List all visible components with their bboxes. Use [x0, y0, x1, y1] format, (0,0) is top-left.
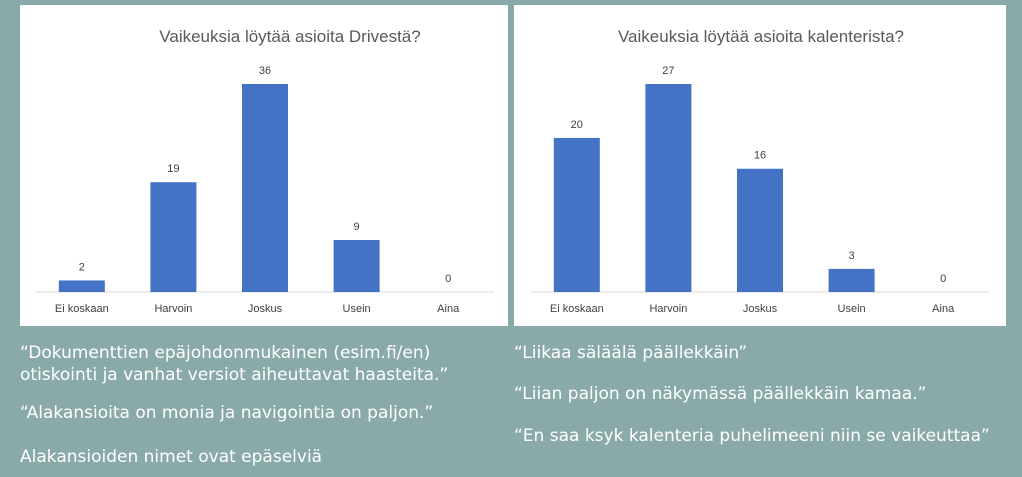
x-tick-label: Aina [437, 303, 460, 315]
data-label: 9 [354, 221, 360, 233]
bar-harvoin [645, 84, 692, 292]
bar-ei-koskaan [58, 280, 105, 292]
quote-drive-1b: otiskointi ja vanhat versiot aiheuttavat… [20, 365, 449, 385]
x-tick-label: Harvoin [649, 303, 687, 315]
data-label: 16 [754, 150, 766, 162]
chart-panel-drive: Vaikeuksia löytää asioita Drivestä? 2 Ei k… [20, 5, 508, 326]
x-tick-label: Ei koskaan [550, 303, 604, 315]
quote-drive-3: Alakansioiden nimet ovat epäselviä [20, 447, 323, 467]
x-tick-label: Usein [838, 303, 866, 315]
x-tick-label: Joskus [248, 303, 283, 315]
data-label: 19 [167, 163, 179, 175]
chart-drive: Vaikeuksia löytää asioita Drivestä? 2 Ei k… [36, 27, 494, 315]
quote-calendar-1: “Liikaa säläälä päällekkäin” [514, 343, 748, 363]
chart-title: Vaikeuksia löytää asioita Drivestä? [159, 27, 420, 46]
data-label: 20 [571, 119, 583, 131]
data-label: 0 [940, 273, 946, 285]
quote-drive-2: “Alakansioita on monia ja navigointia on… [20, 403, 434, 423]
bar-usein [333, 240, 380, 292]
data-label: 0 [445, 273, 451, 285]
quote-drive-1a: “Dokumenttien epäjohdonmukainen (esim.fi… [20, 343, 431, 363]
data-label: 36 [259, 65, 271, 77]
chart-panel-calendar: Vaikeuksia löytää asioita kalenterista? 2… [514, 5, 1006, 326]
x-tick-label: Harvoin [154, 303, 192, 315]
data-label: 3 [849, 250, 855, 262]
chart-calendar: Vaikeuksia löytää asioita kalenterista? 2… [531, 27, 989, 315]
quote-calendar-2: “Liian paljon on näkymässä päällekkäin k… [514, 384, 927, 404]
bar-harvoin [150, 182, 197, 292]
x-tick-label: Usein [343, 303, 371, 315]
bar-joskus [242, 84, 288, 292]
x-tick-label: Ei koskaan [55, 303, 109, 315]
quote-calendar-3: “En saa ksyk kalenteria puhelimeeni niin… [514, 426, 990, 446]
bar-usein [828, 268, 875, 292]
x-tick-label: Joskus [743, 303, 778, 315]
data-label: 2 [79, 261, 85, 273]
chart-title: Vaikeuksia löytää asioita kalenterista? [618, 27, 904, 46]
data-label: 27 [662, 65, 674, 77]
x-tick-label: Aina [932, 303, 955, 315]
bar-joskus [737, 168, 783, 292]
bar-ei-koskaan [553, 137, 600, 292]
